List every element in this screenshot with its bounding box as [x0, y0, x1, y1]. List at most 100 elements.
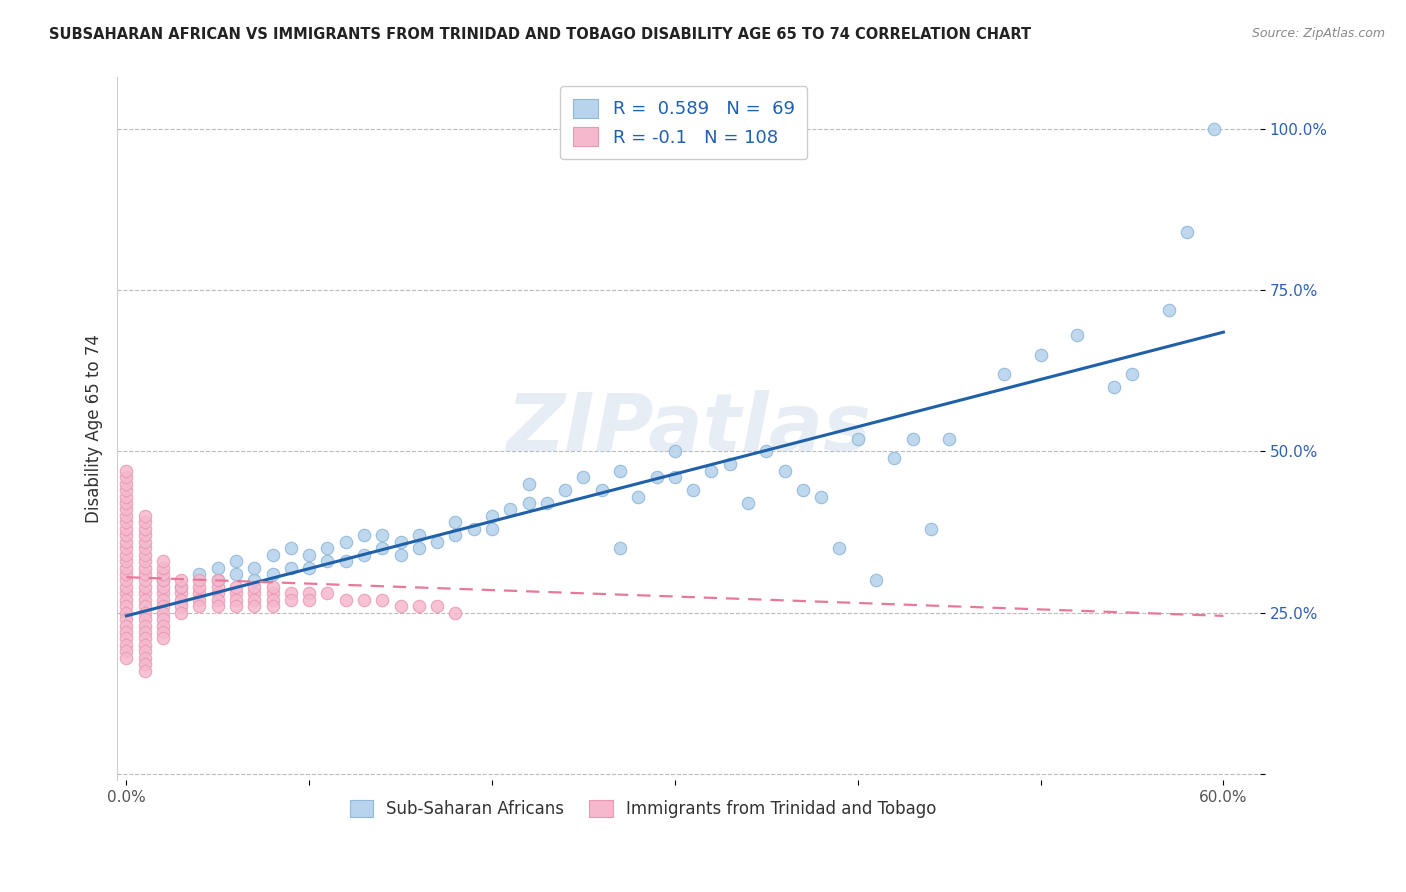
Point	[115, 522, 138, 536]
Point	[134, 580, 156, 594]
Point	[152, 566, 174, 581]
Point	[207, 574, 229, 588]
Point	[243, 580, 266, 594]
Point	[572, 470, 595, 484]
Point	[225, 586, 247, 600]
Point	[444, 606, 467, 620]
Point	[591, 483, 613, 497]
Point	[353, 528, 375, 542]
Point	[134, 534, 156, 549]
Point	[115, 599, 138, 614]
Point	[444, 516, 467, 530]
Point	[170, 606, 193, 620]
Point	[536, 496, 558, 510]
Point	[408, 599, 430, 614]
Point	[152, 632, 174, 646]
Point	[134, 548, 156, 562]
Point	[115, 638, 138, 652]
Point	[134, 522, 156, 536]
Point	[901, 432, 924, 446]
Point	[463, 522, 485, 536]
Point	[371, 592, 394, 607]
Text: ZIPatlas: ZIPatlas	[506, 390, 872, 468]
Point	[444, 528, 467, 542]
Point	[152, 560, 174, 574]
Point	[426, 599, 449, 614]
Text: SUBSAHARAN AFRICAN VS IMMIGRANTS FROM TRINIDAD AND TOBAGO DISABILITY AGE 65 TO 7: SUBSAHARAN AFRICAN VS IMMIGRANTS FROM TR…	[49, 27, 1032, 42]
Point	[682, 483, 704, 497]
Point	[207, 586, 229, 600]
Point	[316, 554, 339, 568]
Point	[134, 664, 156, 678]
Point	[846, 432, 869, 446]
Point	[243, 599, 266, 614]
Point	[243, 592, 266, 607]
Point	[280, 541, 302, 556]
Point	[134, 612, 156, 626]
Point	[737, 496, 759, 510]
Point	[115, 508, 138, 523]
Point	[115, 528, 138, 542]
Point	[243, 586, 266, 600]
Point	[152, 606, 174, 620]
Point	[262, 580, 284, 594]
Point	[280, 592, 302, 607]
Point	[1029, 348, 1052, 362]
Point	[225, 592, 247, 607]
Point	[134, 554, 156, 568]
Point	[243, 560, 266, 574]
Point	[280, 586, 302, 600]
Point	[134, 574, 156, 588]
Point	[115, 483, 138, 497]
Point	[481, 508, 503, 523]
Point	[316, 586, 339, 600]
Point	[134, 508, 156, 523]
Point	[207, 560, 229, 574]
Point	[1175, 225, 1198, 239]
Point	[920, 522, 942, 536]
Point	[152, 580, 174, 594]
Point	[115, 632, 138, 646]
Point	[134, 586, 156, 600]
Point	[115, 592, 138, 607]
Point	[335, 592, 357, 607]
Point	[170, 599, 193, 614]
Point	[645, 470, 668, 484]
Point	[499, 502, 522, 516]
Point	[115, 574, 138, 588]
Y-axis label: Disability Age 65 to 74: Disability Age 65 to 74	[86, 334, 103, 524]
Point	[115, 548, 138, 562]
Point	[134, 638, 156, 652]
Point	[115, 554, 138, 568]
Point	[883, 450, 905, 465]
Point	[188, 599, 211, 614]
Point	[134, 560, 156, 574]
Point	[481, 522, 503, 536]
Point	[225, 554, 247, 568]
Point	[134, 528, 156, 542]
Point	[170, 580, 193, 594]
Text: Source: ZipAtlas.com: Source: ZipAtlas.com	[1251, 27, 1385, 40]
Point	[718, 458, 741, 472]
Point	[408, 541, 430, 556]
Point	[262, 599, 284, 614]
Point	[134, 592, 156, 607]
Point	[115, 496, 138, 510]
Point	[152, 554, 174, 568]
Point	[335, 534, 357, 549]
Point	[828, 541, 851, 556]
Point	[225, 580, 247, 594]
Point	[152, 574, 174, 588]
Point	[134, 541, 156, 556]
Point	[134, 606, 156, 620]
Point	[609, 541, 631, 556]
Point	[188, 566, 211, 581]
Point	[170, 592, 193, 607]
Point	[1121, 367, 1143, 381]
Point	[353, 548, 375, 562]
Point	[207, 599, 229, 614]
Point	[115, 586, 138, 600]
Point	[134, 625, 156, 640]
Point	[280, 560, 302, 574]
Point	[938, 432, 960, 446]
